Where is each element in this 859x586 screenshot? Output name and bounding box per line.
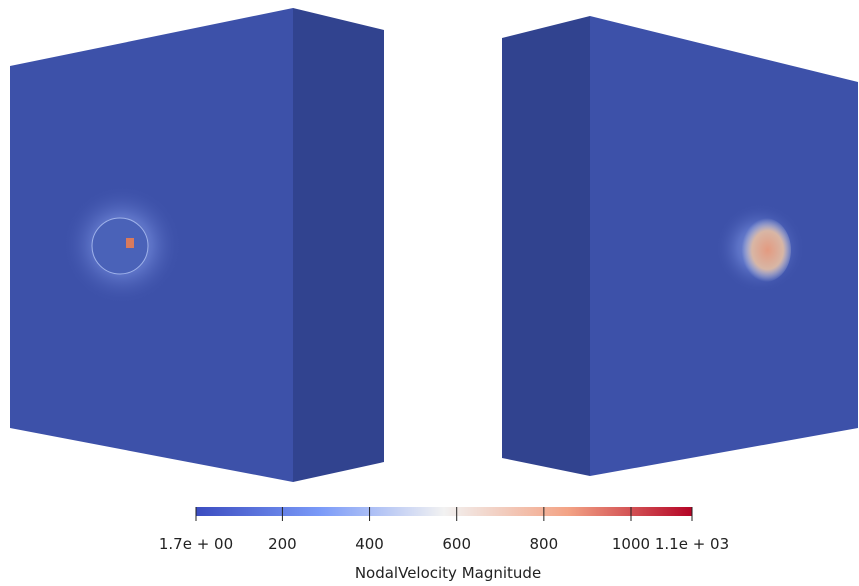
- tick-label: 600: [442, 535, 471, 553]
- colorbar: [196, 507, 692, 516]
- impact-hotspot: [126, 238, 134, 248]
- tick-label: 1.1e + 03: [655, 535, 729, 553]
- block-side-face: [502, 16, 590, 476]
- impact-crater: [739, 218, 791, 282]
- render-view: NodalVelocity Magnitude 1.7e + 00 200 400 6…: [0, 0, 859, 586]
- tick-label: 400: [355, 535, 384, 553]
- tick-label: 800: [530, 535, 559, 553]
- block-side-face: [293, 8, 384, 482]
- tick-label: 1.7e + 00: [159, 535, 233, 553]
- colorbar-gradient: [196, 507, 692, 516]
- tick-label: 200: [268, 535, 297, 553]
- impact-crater: [92, 218, 148, 274]
- tick-label: 1000: [612, 535, 650, 553]
- colorbar-title: NodalVelocity Magnitude: [355, 564, 541, 582]
